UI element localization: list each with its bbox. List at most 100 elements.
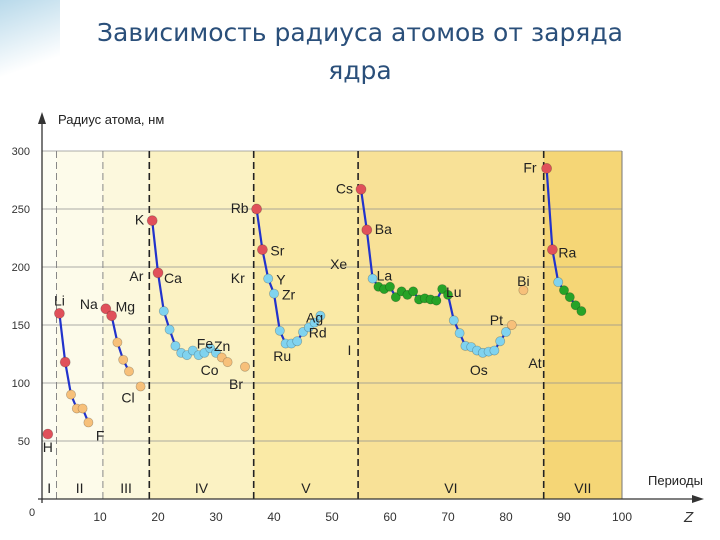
- data-point-d: [274, 325, 285, 336]
- data-point-d: [448, 315, 459, 326]
- element-label: Fr: [523, 159, 537, 175]
- data-point-d: [367, 273, 378, 284]
- x-tick-label: 30: [209, 510, 223, 524]
- y-axis-label: Радиус атома, нм: [58, 112, 164, 127]
- data-point-d: [553, 277, 564, 288]
- data-point-f: [570, 300, 581, 311]
- y-tick-label: 50: [18, 436, 30, 448]
- data-point-s: [257, 244, 268, 255]
- element-label: Mg: [116, 299, 135, 315]
- title-line-1: Зависимость радиуса атомов от заряда: [97, 18, 623, 47]
- y-tick-label: 200: [12, 262, 30, 274]
- x-tick-label: 40: [267, 510, 281, 524]
- element-label: Na: [80, 296, 98, 312]
- data-point-d: [315, 310, 326, 321]
- element-label: Li: [54, 292, 65, 308]
- data-point-p: [222, 357, 233, 368]
- x-tick-label: 10: [93, 510, 107, 524]
- data-point-s: [355, 183, 367, 195]
- element-label: Zn: [214, 338, 230, 354]
- x-tick-label: 0: [29, 507, 35, 519]
- element-label: Zr: [282, 287, 296, 303]
- data-point-p: [118, 354, 129, 365]
- x-axis-arrow: [692, 495, 704, 503]
- y-tick-label: 150: [12, 320, 30, 332]
- data-point-s: [59, 356, 71, 368]
- element-label: K: [135, 212, 145, 228]
- element-label: Co: [201, 362, 219, 378]
- element-label: Cl: [121, 389, 134, 405]
- data-point-p: [518, 285, 529, 296]
- element-label: Os: [470, 362, 488, 378]
- data-point-d: [158, 306, 169, 317]
- data-point-p: [506, 320, 517, 330]
- data-point-d: [269, 288, 279, 299]
- data-point-d: [489, 345, 500, 356]
- x-axis-label: Z: [683, 509, 694, 526]
- element-label: Pt: [490, 312, 503, 328]
- element-label: Bi: [517, 273, 529, 289]
- data-point-f: [576, 306, 587, 317]
- data-point-s: [54, 308, 65, 319]
- data-point-d: [495, 336, 506, 347]
- x-tick-label: 50: [325, 510, 339, 524]
- period-label: III: [120, 480, 132, 496]
- data-point-s: [251, 203, 262, 215]
- element-label: I: [347, 342, 351, 358]
- data-point-f: [390, 292, 401, 303]
- element-label: Sr: [270, 243, 284, 259]
- data-point-d: [501, 327, 511, 337]
- period-label: I: [47, 480, 51, 496]
- period-axis-label: Периоды: [648, 473, 703, 488]
- x-tick-label: 100: [612, 510, 632, 524]
- data-point-s: [100, 303, 112, 315]
- data-point-d: [292, 336, 303, 347]
- data-point-p: [240, 361, 250, 372]
- period-label: VII: [574, 480, 591, 496]
- element-label: H: [43, 439, 53, 455]
- data-point-s: [361, 224, 373, 236]
- data-point-f: [408, 286, 419, 297]
- element-label: Lu: [446, 284, 462, 300]
- data-point-s: [541, 163, 552, 174]
- data-point-d: [164, 324, 175, 335]
- period-label: IV: [195, 480, 209, 496]
- y-tick-label: 250: [12, 204, 30, 216]
- x-tick-label: 20: [151, 510, 165, 524]
- element-label: Ra: [558, 245, 576, 261]
- data-point-f: [559, 285, 569, 296]
- element-label: Cs: [336, 180, 353, 196]
- data-point-s: [42, 428, 54, 440]
- data-point-s: [547, 244, 558, 255]
- data-point-d: [309, 317, 320, 328]
- y-tick-label: 300: [12, 146, 30, 158]
- data-point-p: [66, 389, 76, 400]
- element-label: Rb: [231, 200, 249, 216]
- data-point-d: [454, 328, 465, 339]
- data-point-f: [437, 284, 448, 294]
- element-label: At: [528, 355, 541, 371]
- element-label: Ca: [164, 270, 182, 286]
- data-point-d: [263, 273, 274, 284]
- x-tick-label: 80: [499, 510, 513, 524]
- element-label: Y: [276, 272, 286, 288]
- y-tick-label: 100: [12, 378, 30, 390]
- slide-title: Зависимость радиуса атомов от заряда ядр…: [20, 14, 700, 90]
- element-label: Ba: [375, 221, 392, 237]
- period-label: V: [301, 480, 311, 496]
- data-point-f: [385, 281, 395, 292]
- element-label: Ag: [306, 310, 323, 326]
- element-label: Xe: [330, 256, 347, 272]
- data-point-s: [152, 267, 164, 279]
- data-point-s: [146, 215, 158, 226]
- data-point-p: [77, 403, 88, 414]
- data-point-d: [170, 340, 181, 351]
- data-point-p: [83, 417, 94, 428]
- x-tick-label: 90: [557, 510, 571, 524]
- element-label: Fe: [197, 336, 214, 352]
- data-point-p: [135, 381, 146, 392]
- y-axis-arrow: [38, 112, 46, 124]
- period-label: II: [76, 480, 84, 496]
- element-label: Kr: [231, 270, 245, 286]
